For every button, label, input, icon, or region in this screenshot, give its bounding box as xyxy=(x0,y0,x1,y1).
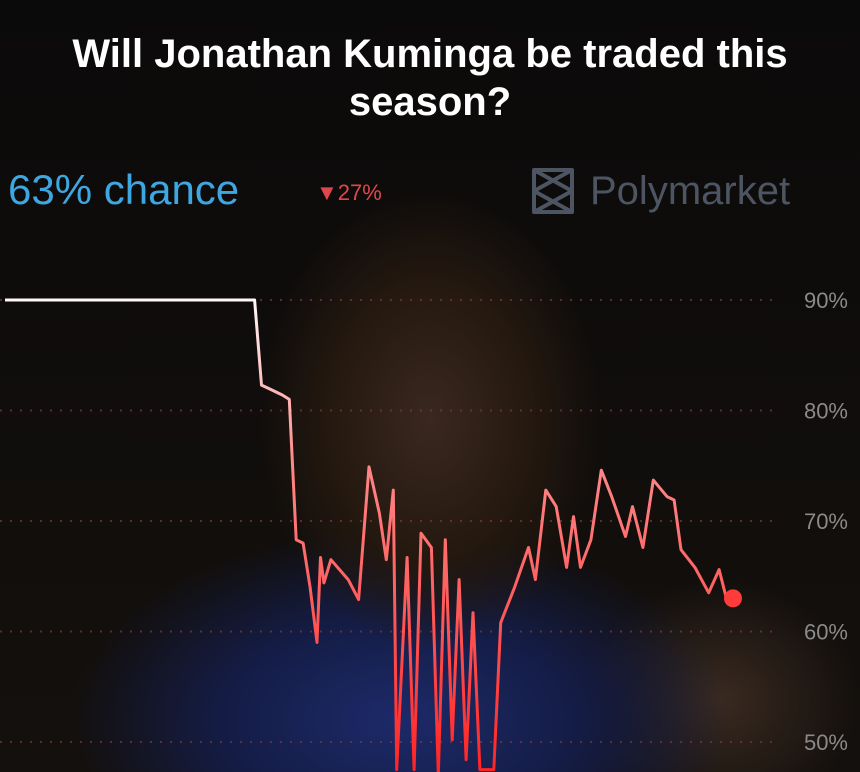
y-tick-label: 50% xyxy=(804,730,848,755)
probability-line xyxy=(5,298,734,772)
brand-name: Polymarket xyxy=(590,168,791,213)
y-tick-label: 80% xyxy=(804,399,848,424)
market-title: Will Jonathan Kuminga be traded this sea… xyxy=(72,32,788,124)
y-tick-label: 70% xyxy=(804,509,848,534)
y-tick-label: 90% xyxy=(804,288,848,313)
chance-value: 63% chance xyxy=(8,166,240,213)
current-value-dot xyxy=(724,589,742,608)
polymarket-icon xyxy=(532,168,574,214)
y-tick-label: 60% xyxy=(804,620,848,645)
down-triangle-icon: ▼ xyxy=(316,180,338,205)
change-value: 27% xyxy=(337,180,382,205)
change-indicator: ▼27% xyxy=(316,180,382,206)
polymarket-logo[interactable]: Polymarket xyxy=(530,166,790,216)
